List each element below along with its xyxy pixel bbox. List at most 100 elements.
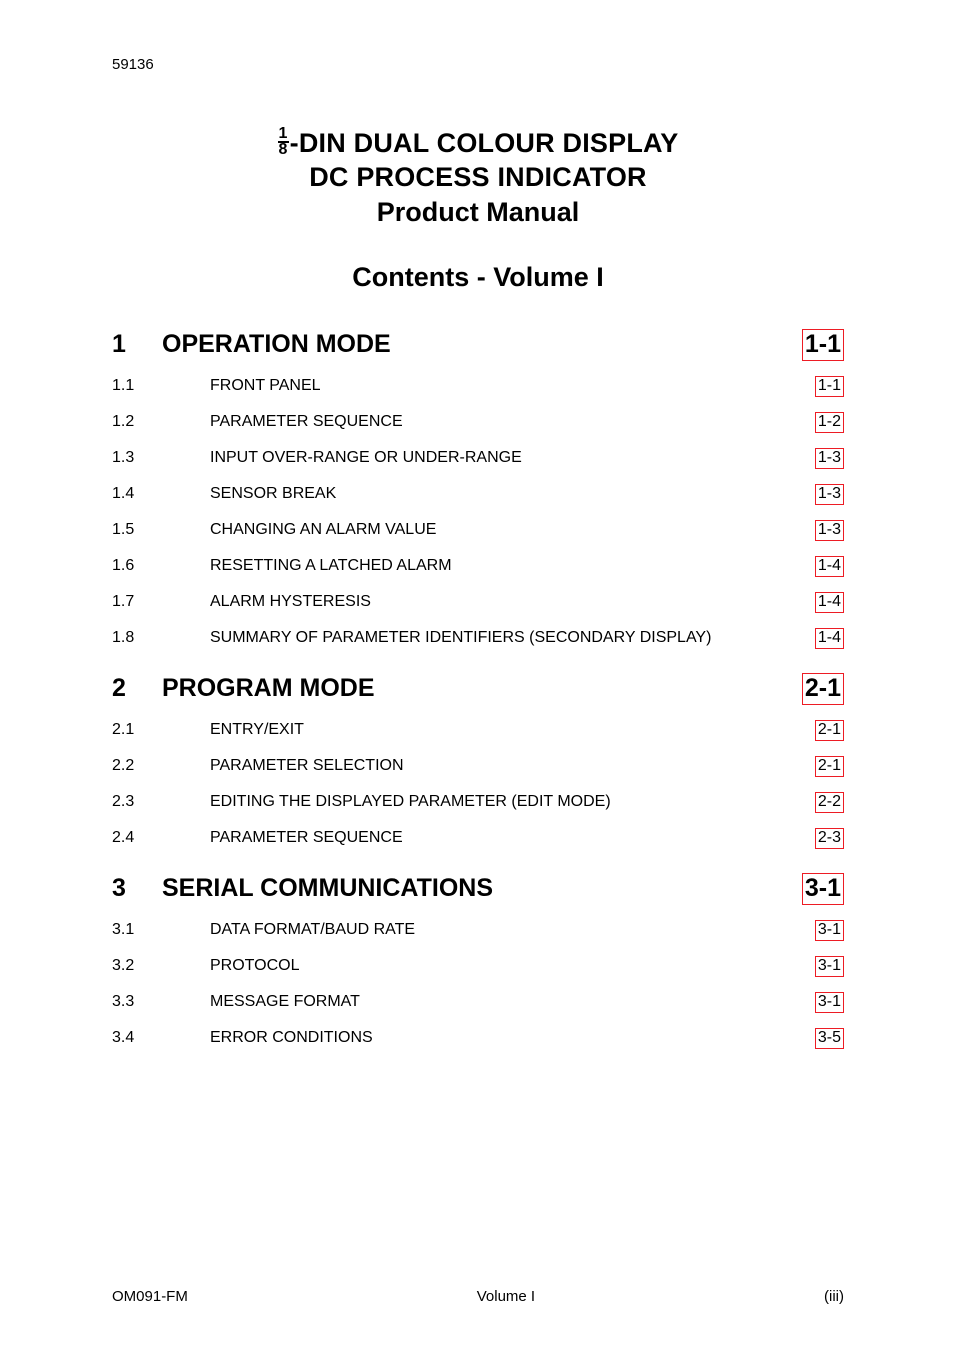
toc-sub-row: 1.3INPUT OVER-RANGE OR UNDER-RANGE1-3 (112, 448, 844, 469)
toc-sub-row: 1.2PARAMETER SEQUENCE1-2 (112, 412, 844, 433)
toc-sub-number: 1.6 (112, 557, 180, 575)
toc-sub-page-link[interactable]: 3-1 (815, 992, 844, 1013)
title-line-1-text: -DIN DUAL COLOUR DISPLAY (290, 128, 679, 158)
toc-sub-page: 3-1 (815, 956, 844, 977)
toc-section-page-link[interactable]: 1-1 (802, 329, 844, 361)
toc-sub-number: 3.1 (112, 921, 180, 939)
toc-sub-row: 1.1FRONT PANEL1-1 (112, 376, 844, 397)
toc-sub-row: 3.4ERROR CONDITIONS3-5 (112, 1028, 844, 1049)
toc-sub-title: PARAMETER SELECTION (180, 757, 815, 775)
toc-sub-row: 2.1ENTRY/EXIT2-1 (112, 720, 844, 741)
toc-sub-number: 3.4 (112, 1029, 180, 1047)
toc-sub-title: PARAMETER SEQUENCE (180, 829, 815, 847)
toc-sub-number: 2.2 (112, 757, 180, 775)
title-line-3: Product Manual (112, 197, 844, 228)
toc-section-title: SERIAL COMMUNICATIONS (162, 874, 802, 903)
toc-sub-page-link[interactable]: 1-4 (815, 628, 844, 649)
toc-sub-page: 3-5 (815, 1028, 844, 1049)
toc-sub-page-link[interactable]: 1-1 (815, 376, 844, 397)
toc-sub-title: MESSAGE FORMAT (180, 993, 815, 1011)
toc-section-page-link[interactable]: 3-1 (802, 873, 844, 905)
toc-sub-row: 1.5CHANGING AN ALARM VALUE1-3 (112, 520, 844, 541)
toc-section-page: 2-1 (802, 673, 844, 705)
toc-sub-number: 2.4 (112, 829, 180, 847)
toc-sub-page: 1-3 (815, 448, 844, 469)
toc-sub-row: 1.6RESETTING A LATCHED ALARM1-4 (112, 556, 844, 577)
toc-sub-page: 2-1 (815, 756, 844, 777)
toc-sub-row: 2.4PARAMETER SEQUENCE2-3 (112, 828, 844, 849)
toc-sub-page: 1-4 (815, 556, 844, 577)
toc-sub-title: ENTRY/EXIT (180, 721, 815, 739)
toc-sub-number: 2.3 (112, 793, 180, 811)
title-line-2: DC PROCESS INDICATOR (112, 161, 844, 195)
toc-section-number: 3 (112, 874, 162, 903)
toc-sub-page: 2-2 (815, 792, 844, 813)
toc-sub-page-link[interactable]: 2-1 (815, 756, 844, 777)
toc-sub-number: 3.2 (112, 957, 180, 975)
toc-sub-title: INPUT OVER-RANGE OR UNDER-RANGE (180, 449, 815, 467)
toc-section-row: 2PROGRAM MODE2-1 (112, 673, 844, 705)
toc-sub-page-link[interactable]: 1-2 (815, 412, 844, 433)
toc-section-page: 3-1 (802, 873, 844, 905)
toc-sub-number: 1.2 (112, 413, 180, 431)
toc-sub-page: 1-4 (815, 592, 844, 613)
toc-sub-row: 3.2PROTOCOL3-1 (112, 956, 844, 977)
toc-sub-title: SUMMARY OF PARAMETER IDENTIFIERS (SECOND… (180, 629, 815, 647)
toc-sub-page-link[interactable]: 2-2 (815, 792, 844, 813)
toc-sub-page: 3-1 (815, 920, 844, 941)
toc-sub-page: 1-1 (815, 376, 844, 397)
page: 59136 1 8 -DIN DUAL COLOUR DISPLAY DC PR… (0, 0, 954, 1351)
toc-sub-page: 1-3 (815, 484, 844, 505)
toc-section-row: 3SERIAL COMMUNICATIONS3-1 (112, 873, 844, 905)
toc-sub-row: 3.3MESSAGE FORMAT3-1 (112, 992, 844, 1013)
toc-sub-title: SENSOR BREAK (180, 485, 815, 503)
toc-sub-page: 2-1 (815, 720, 844, 741)
toc-sub-row: 2.3EDITING THE DISPLAYED PARAMETER (EDIT… (112, 792, 844, 813)
toc-section-title: OPERATION MODE (162, 330, 802, 359)
toc-sub-row: 1.7ALARM HYSTERESIS1-4 (112, 592, 844, 613)
toc-section-title: PROGRAM MODE (162, 674, 802, 703)
toc-sub-title: ALARM HYSTERESIS (180, 593, 815, 611)
toc-sub-title: ERROR CONDITIONS (180, 1029, 815, 1047)
toc-section-page: 1-1 (802, 329, 844, 361)
toc-sub-page: 1-2 (815, 412, 844, 433)
toc-sub-number: 1.5 (112, 521, 180, 539)
toc-section-number: 2 (112, 674, 162, 703)
footer-center: Volume I (477, 1288, 535, 1305)
footer-right: (iii) (824, 1288, 844, 1305)
toc-sub-title: DATA FORMAT/BAUD RATE (180, 921, 815, 939)
footer-left: OM091-FM (112, 1288, 188, 1305)
toc-section-number: 1 (112, 330, 162, 359)
toc-sub-row: 3.1DATA FORMAT/BAUD RATE3-1 (112, 920, 844, 941)
toc-sub-page-link[interactable]: 2-3 (815, 828, 844, 849)
toc-sub-page-link[interactable]: 3-1 (815, 920, 844, 941)
toc-sub-page-link[interactable]: 1-3 (815, 520, 844, 541)
toc-sub-page: 1-4 (815, 628, 844, 649)
page-footer: OM091-FM Volume I (iii) (112, 1288, 844, 1305)
toc-sub-page-link[interactable]: 3-5 (815, 1028, 844, 1049)
document-id: 59136 (112, 56, 844, 73)
toc-sub-page-link[interactable]: 1-3 (815, 448, 844, 469)
toc-sub-page-link[interactable]: 1-4 (815, 556, 844, 577)
toc-sub-page-link[interactable]: 2-1 (815, 720, 844, 741)
toc-sub-title: FRONT PANEL (180, 377, 815, 395)
toc-sub-number: 1.3 (112, 449, 180, 467)
title-line-1: 1 8 -DIN DUAL COLOUR DISPLAY (112, 127, 844, 161)
fraction: 1 8 (278, 127, 289, 156)
toc-sub-page: 2-3 (815, 828, 844, 849)
toc-sub-page-link[interactable]: 1-4 (815, 592, 844, 613)
toc-sub-title: EDITING THE DISPLAYED PARAMETER (EDIT MO… (180, 793, 815, 811)
toc-sub-page-link[interactable]: 1-3 (815, 484, 844, 505)
toc-sub-row: 2.2PARAMETER SELECTION2-1 (112, 756, 844, 777)
toc-sub-row: 1.4SENSOR BREAK1-3 (112, 484, 844, 505)
contents-heading: Contents - Volume I (112, 262, 844, 293)
toc-sub-title: RESETTING A LATCHED ALARM (180, 557, 815, 575)
table-of-contents: 1OPERATION MODE1-11.1FRONT PANEL1-11.2PA… (112, 329, 844, 1049)
toc-sub-title: PARAMETER SEQUENCE (180, 413, 815, 431)
toc-section-page-link[interactable]: 2-1 (802, 673, 844, 705)
toc-sub-number: 2.1 (112, 721, 180, 739)
toc-section-row: 1OPERATION MODE1-1 (112, 329, 844, 361)
title-block: 1 8 -DIN DUAL COLOUR DISPLAY DC PROCESS … (112, 127, 844, 228)
toc-sub-title: PROTOCOL (180, 957, 815, 975)
toc-sub-page-link[interactable]: 3-1 (815, 956, 844, 977)
